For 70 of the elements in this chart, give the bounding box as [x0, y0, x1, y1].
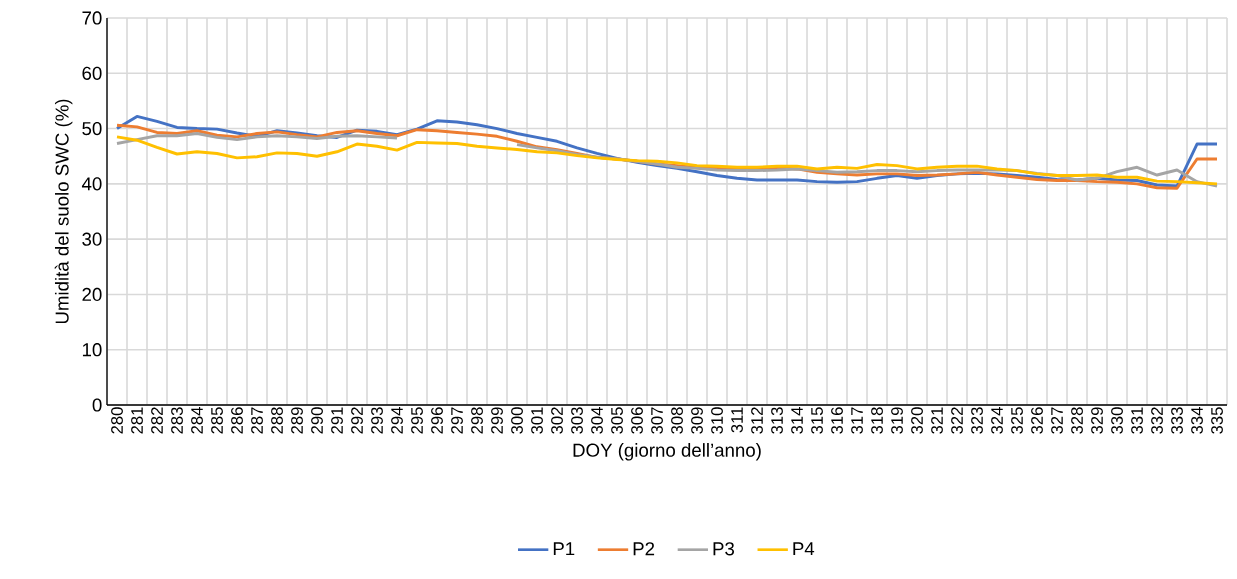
- x-tick-label: 303: [571, 407, 583, 434]
- x-tick-label: 309: [691, 407, 703, 434]
- legend-label: P2: [633, 542, 655, 556]
- x-tick-label: 315: [811, 407, 823, 434]
- y-tick-label: 60: [82, 66, 102, 80]
- x-tick-label: 284: [191, 407, 203, 434]
- y-tick-label: 50: [82, 121, 102, 136]
- x-tick-label: 333: [1171, 407, 1183, 434]
- x-tick-label: 292: [351, 407, 363, 434]
- legend-label: P4: [793, 542, 815, 556]
- x-tick-label: 312: [751, 407, 763, 434]
- x-tick-label: 293: [371, 407, 383, 434]
- x-tick-label: 328: [1071, 407, 1083, 434]
- x-tick-label: 296: [431, 407, 443, 434]
- y-tick-label: 30: [82, 232, 102, 246]
- x-tick-label: 316: [831, 407, 843, 434]
- x-tick-label: 295: [411, 407, 423, 434]
- x-tick-label: 329: [1091, 407, 1103, 434]
- x-tick-label: 308: [671, 407, 683, 434]
- x-tick-label: 283: [171, 407, 183, 434]
- x-tick-label: 319: [891, 407, 903, 434]
- x-tick-label: 317: [851, 407, 863, 434]
- y-tick-label: 20: [82, 287, 102, 302]
- x-tick-label: 286: [231, 407, 243, 434]
- x-tick-label: 305: [611, 407, 623, 434]
- x-axis-title: DOY (giorno dell’anno): [573, 443, 761, 461]
- x-tick-label: 323: [971, 407, 983, 434]
- x-tick-label: 290: [311, 407, 323, 434]
- x-tick-label: 297: [451, 407, 463, 434]
- x-tick-label: 326: [1031, 407, 1043, 434]
- y-tick-label: 0: [92, 398, 102, 412]
- y-tick-label: 70: [82, 11, 102, 25]
- x-tick-label: 298: [471, 407, 483, 434]
- x-tick-label: 310: [711, 407, 723, 434]
- y-axis-title: Umidità del suolo SWC (%): [54, 99, 73, 324]
- legend-label: P3: [713, 542, 735, 556]
- x-tick-label: 288: [271, 407, 283, 434]
- x-tick-label: 330: [1111, 407, 1123, 434]
- x-tick-label: 332: [1151, 407, 1163, 434]
- x-tick-label: 294: [391, 407, 403, 434]
- x-tick-label: 313: [771, 407, 783, 434]
- x-tick-label: 322: [951, 407, 963, 434]
- y-tick-label: 10: [82, 343, 102, 357]
- x-tick-label: 335: [1211, 407, 1223, 434]
- x-tick-label: 304: [591, 407, 603, 434]
- x-tick-label: 321: [931, 407, 943, 434]
- x-tick-label: 318: [871, 407, 883, 434]
- y-tick-label: 40: [81, 177, 102, 191]
- x-tick-label: 324: [991, 407, 1003, 434]
- x-tick-label: 291: [331, 407, 343, 434]
- x-tick-label: 325: [1011, 407, 1023, 434]
- x-tick-label: 306: [631, 407, 643, 434]
- x-tick-label: 320: [911, 407, 923, 434]
- x-tick-label: 307: [651, 407, 663, 434]
- x-tick-label: 300: [511, 407, 523, 434]
- x-tick-label: 331: [1131, 407, 1143, 434]
- x-tick-label: 289: [291, 407, 303, 434]
- x-tick-label: 327: [1051, 407, 1063, 434]
- x-tick-label: 302: [551, 407, 563, 434]
- legend-label: P1: [553, 542, 575, 556]
- x-tick-label: 334: [1191, 407, 1203, 434]
- x-tick-label: 280: [111, 407, 123, 434]
- x-tick-label: 314: [791, 407, 803, 434]
- x-tick-label: 301: [531, 407, 543, 434]
- x-tick-label: 282: [151, 407, 163, 434]
- x-tick-label: 287: [251, 407, 263, 434]
- x-tick-label: 299: [491, 407, 503, 434]
- x-tick-label: 281: [131, 407, 143, 434]
- x-tick-label: 311: [731, 407, 743, 433]
- x-tick-label: 285: [211, 407, 223, 434]
